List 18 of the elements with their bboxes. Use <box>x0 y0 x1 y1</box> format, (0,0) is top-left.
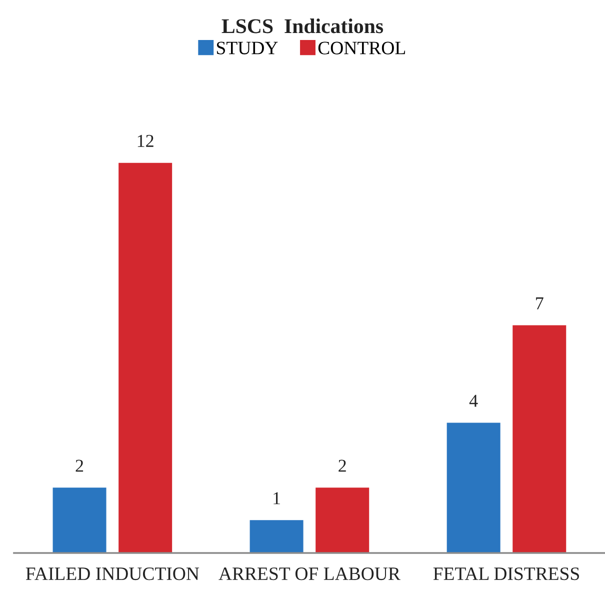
chart-title: LSCS Indications <box>222 18 384 34</box>
bar <box>316 488 370 553</box>
data-label: 12 <box>138 134 154 147</box>
legend-label: CONTROL <box>318 42 406 54</box>
x-tick-label: FETAL DISTRESS <box>433 567 579 580</box>
bar <box>446 422 500 553</box>
legend-label: STUDY <box>216 42 278 54</box>
data-label: 2 <box>76 460 84 472</box>
data-label: 1 <box>274 492 280 504</box>
x-tick-label: ARREST OF LABOUR <box>218 567 400 580</box>
bar <box>250 520 304 553</box>
bar <box>512 325 566 553</box>
bar <box>118 162 172 553</box>
data-label: 2 <box>338 460 346 472</box>
data-label: 7 <box>536 297 544 310</box>
bar <box>52 488 106 553</box>
x-tick-label: FAILED INDUCTION <box>26 567 200 580</box>
data-label: 4 <box>469 394 478 407</box>
